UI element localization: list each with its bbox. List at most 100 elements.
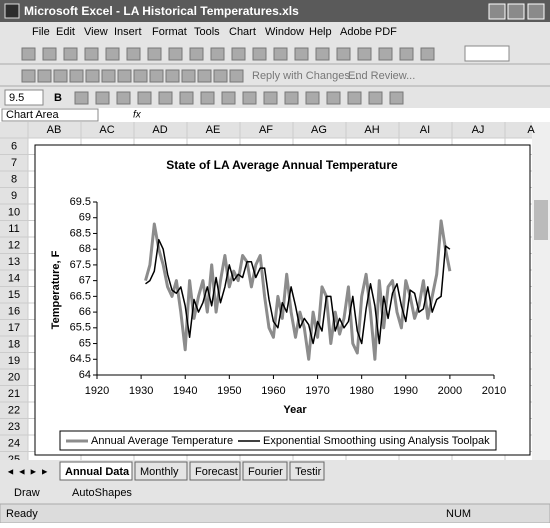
row-header: 20 (8, 371, 20, 383)
toolbar-icon[interactable] (105, 47, 120, 61)
row-header: 19 (8, 355, 20, 367)
toolbar-icon[interactable] (165, 69, 180, 83)
font-size-box[interactable] (4, 89, 44, 106)
toolbar-icon[interactable] (133, 69, 148, 83)
toolbar-icon[interactable] (242, 91, 257, 105)
vertical-scrollbar[interactable] (532, 122, 550, 460)
column-header: AI (420, 124, 430, 136)
toolbar-icon[interactable] (326, 91, 341, 105)
chart-area[interactable] (34, 144, 531, 456)
num-lock: NUM (446, 508, 471, 520)
toolbar-icon[interactable] (221, 91, 236, 105)
sheet-tab[interactable] (242, 461, 288, 481)
y-tick-label: 66 (79, 306, 91, 318)
toolbar-icon[interactable] (336, 47, 351, 61)
toolbar-icon[interactable] (53, 69, 68, 83)
toolbar-icon[interactable] (294, 47, 309, 61)
toolbar-icon[interactable] (420, 47, 435, 61)
toolbar-icon[interactable] (284, 91, 299, 105)
name-box[interactable] (1, 108, 99, 122)
menu-item[interactable]: Edit (56, 26, 75, 38)
toolbar-icon[interactable] (168, 47, 183, 61)
row-header: 6 (11, 140, 17, 152)
toolbar-icon[interactable] (357, 47, 372, 61)
toolbar-icon[interactable] (63, 47, 78, 61)
toolbar-icon[interactable] (21, 69, 36, 83)
toolbar-icon[interactable] (181, 69, 196, 83)
sheet-tab[interactable] (189, 461, 241, 481)
toolbar-icon[interactable] (231, 47, 246, 61)
zoom-box[interactable] (464, 45, 510, 62)
column-header: AE (206, 124, 221, 136)
toolbar-icon[interactable] (101, 69, 116, 83)
menu-item[interactable]: Help (309, 26, 332, 38)
toolbar-icon[interactable] (213, 69, 228, 83)
tab-nav[interactable]: ◄ ◄ ► ► (6, 466, 49, 476)
toolbar-icon[interactable] (21, 47, 36, 61)
y-tick-label: 69.5 (70, 196, 91, 208)
autoshapes-menu[interactable]: AutoShapes (72, 487, 132, 499)
y-tick-label: 64 (79, 369, 91, 381)
toolbar-icon[interactable] (315, 47, 330, 61)
close-button[interactable] (527, 3, 545, 20)
reply-with-changes[interactable]: Reply with Changes... (252, 70, 359, 82)
sheet-tab[interactable] (289, 461, 325, 481)
toolbar-icon[interactable] (84, 47, 99, 61)
toolbar-icon[interactable] (74, 91, 89, 105)
toolbar-icon[interactable] (197, 69, 212, 83)
toolbar-icon[interactable] (229, 69, 244, 83)
menu-item[interactable]: Chart (229, 26, 256, 38)
scroll-thumb[interactable] (534, 200, 548, 240)
menu-item[interactable]: Tools (194, 26, 220, 38)
toolbar-icon[interactable] (389, 91, 404, 105)
toolbar-icon[interactable] (189, 47, 204, 61)
x-tick-label: 1990 (394, 385, 418, 397)
toolbar-icon[interactable] (263, 91, 278, 105)
menu-item[interactable]: Window (265, 26, 304, 38)
toolbar-icon[interactable] (42, 47, 57, 61)
column-header: AG (311, 124, 327, 136)
row-header: 14 (8, 272, 20, 284)
toolbar-icon[interactable] (116, 91, 131, 105)
toolbar-icon[interactable] (200, 91, 215, 105)
x-tick-label: 1970 (305, 385, 329, 397)
bold-button[interactable]: B (54, 92, 62, 104)
x-tick-label: 1980 (349, 385, 373, 397)
y-axis-label: Temperature, F (50, 250, 62, 329)
toolbar-icon[interactable] (137, 91, 152, 105)
toolbar-icon[interactable] (252, 47, 267, 61)
end-review[interactable]: End Review... (348, 70, 415, 82)
toolbar-icon[interactable] (378, 47, 393, 61)
toolbar-icon[interactable] (179, 91, 194, 105)
toolbar-icon[interactable] (147, 47, 162, 61)
toolbar-icon[interactable] (158, 91, 173, 105)
toolbar-icon[interactable] (85, 69, 100, 83)
plot: 64 64.5 65 65.5 66 66.5 67 67.5 68 68.5 69 69.5 1920… (70, 196, 507, 397)
toolbar-icon[interactable] (210, 47, 225, 61)
menu-item[interactable]: Insert (114, 26, 142, 38)
toolbar-icon[interactable] (37, 69, 52, 83)
toolbar-icon[interactable] (117, 69, 132, 83)
toolbar-icon[interactable] (368, 91, 383, 105)
menu-item[interactable]: File (32, 26, 50, 38)
toolbar-icon[interactable] (95, 91, 110, 105)
column-header: AD (152, 124, 167, 136)
toolbar-icon[interactable] (149, 69, 164, 83)
toolbar-icon[interactable] (273, 47, 288, 61)
menu-item[interactable]: View (84, 26, 108, 38)
toolbar-icon[interactable] (69, 69, 84, 83)
row-header: 24 (8, 437, 20, 449)
maximize-button[interactable] (507, 3, 525, 20)
toolbar-icon[interactable] (399, 47, 414, 61)
sheet-tabs: Annual Data Monthly Forecast Fourier Testir (59, 461, 325, 481)
sheet-tab[interactable] (59, 461, 133, 481)
toolbar-icon[interactable] (305, 91, 320, 105)
toolbar-icon[interactable] (347, 91, 362, 105)
menu-item[interactable]: Adobe PDF (340, 26, 397, 38)
column-header: AH (364, 124, 379, 136)
draw-menu[interactable]: Draw (14, 487, 40, 499)
minimize-button[interactable] (488, 3, 506, 20)
sheet-tab[interactable] (134, 461, 188, 481)
toolbar-icon[interactable] (126, 47, 141, 61)
menu-item[interactable]: Format (152, 26, 187, 38)
